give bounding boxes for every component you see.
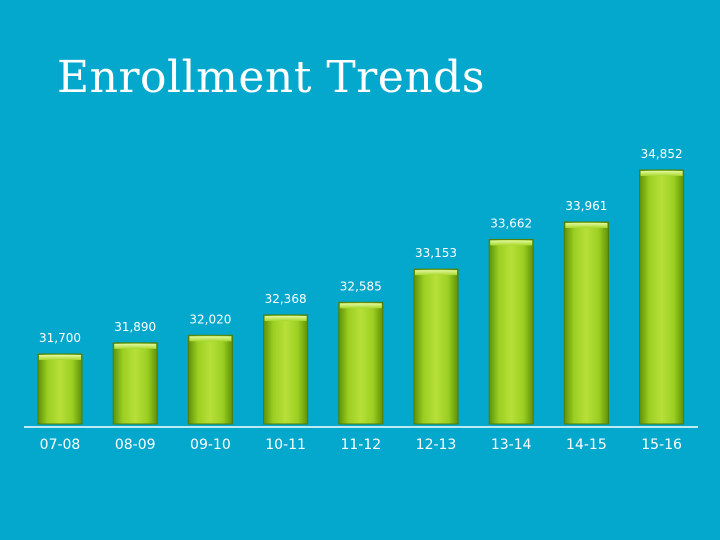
bar-08-09 bbox=[112, 342, 158, 425]
bar-cap-11-12 bbox=[339, 303, 382, 309]
bar-cap-10-11 bbox=[264, 315, 307, 321]
bar-07-08 bbox=[37, 353, 83, 425]
category-label-12-13: 12-13 bbox=[416, 437, 457, 453]
bar-cap-13-14 bbox=[490, 240, 533, 246]
labels-group: 31,700 07-08 31,890 08-09 32,020 09-10 32,368 1… bbox=[39, 147, 683, 453]
slide-title: Enrollment Trends bbox=[57, 52, 485, 103]
bar-13-14 bbox=[488, 238, 534, 425]
category-label-14-15: 14-15 bbox=[566, 437, 607, 453]
value-label-13-14: 33,662 bbox=[490, 216, 532, 230]
value-label-12-13: 33,153 bbox=[415, 246, 457, 260]
bar-10-11 bbox=[263, 314, 309, 425]
bar-09-10 bbox=[187, 334, 233, 425]
category-label-15-16: 15-16 bbox=[641, 437, 682, 453]
category-label-13-14: 13-14 bbox=[491, 437, 532, 453]
value-label-08-09: 31,890 bbox=[114, 320, 156, 334]
value-label-10-11: 32,368 bbox=[265, 292, 307, 306]
category-label-11-12: 11-12 bbox=[340, 437, 381, 453]
bar-12-13 bbox=[413, 268, 459, 425]
category-label-09-10: 09-10 bbox=[190, 437, 231, 453]
category-label-07-08: 07-08 bbox=[40, 437, 81, 453]
bar-15-16 bbox=[639, 169, 685, 425]
bar-cap-14-15 bbox=[565, 223, 608, 229]
value-label-09-10: 32,020 bbox=[189, 312, 231, 326]
value-label-07-08: 31,700 bbox=[39, 331, 81, 345]
value-label-15-16: 34,852 bbox=[641, 147, 683, 161]
bars-group bbox=[37, 169, 685, 425]
category-label-10-11: 10-11 bbox=[265, 437, 306, 453]
bar-cap-07-08 bbox=[39, 354, 81, 360]
value-label-14-15: 33,961 bbox=[565, 199, 607, 213]
value-label-11-12: 32,585 bbox=[340, 279, 382, 293]
bar-cap-08-09 bbox=[114, 343, 157, 349]
bar-cap-12-13 bbox=[415, 270, 457, 276]
bar-cap-09-10 bbox=[189, 336, 232, 342]
bar-14-15 bbox=[563, 221, 609, 425]
category-label-08-09: 08-09 bbox=[115, 437, 156, 453]
bar-11-12 bbox=[338, 301, 384, 425]
bar-cap-15-16 bbox=[640, 171, 683, 176]
